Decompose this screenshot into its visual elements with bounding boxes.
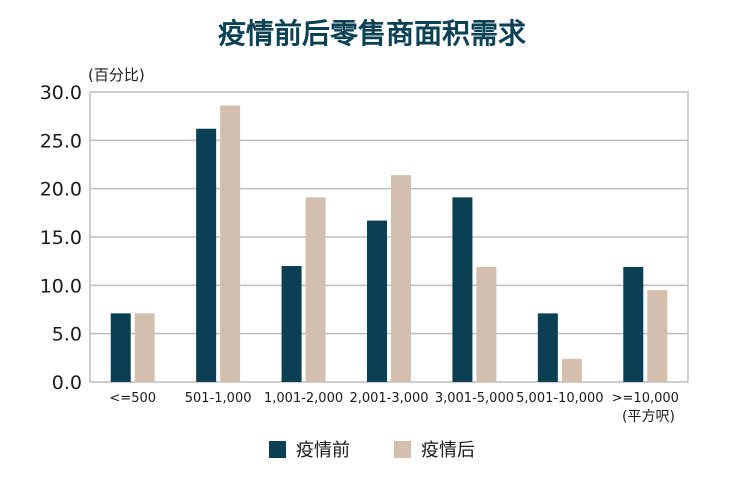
bar-post (391, 175, 411, 382)
legend-swatch-post (394, 440, 411, 458)
x-tick-label: <=500 (109, 391, 156, 406)
y-tick-label: 5.0 (52, 324, 82, 346)
legend-label-post: 疫情后 (421, 440, 475, 461)
y-tick-label: 30.0 (40, 82, 82, 104)
bar-pre (623, 266, 644, 382)
bar-pre (110, 313, 131, 382)
x-tick-label: 501-1,000 (185, 391, 252, 406)
y-tick-label: 15.0 (40, 227, 82, 249)
bar-post (305, 197, 326, 382)
legend: 疫情前 疫情后 (0, 436, 744, 462)
bar-pre (196, 128, 217, 382)
bar-pre (537, 313, 558, 382)
y-tick-label: 10.0 (40, 275, 82, 297)
x-tick-label: >=10,000 (612, 391, 679, 406)
legend-item-pre: 疫情前 (269, 436, 350, 462)
x-tick-label: 3,001-5,000 (435, 391, 514, 406)
y-tick-label: 0.0 (52, 372, 82, 394)
chart-title: 疫情前后零售商面积需求 (217, 17, 526, 50)
bar-pre (367, 220, 387, 382)
bar-post (647, 290, 668, 382)
bar-pre (452, 197, 473, 382)
x-tick-label: 5,001-10,000 (516, 391, 603, 406)
y-tick-label: 25.0 (40, 130, 82, 152)
legend-item-post: 疫情后 (394, 436, 475, 462)
bar-pre (281, 266, 302, 382)
legend-swatch-pre (269, 440, 286, 458)
bar-post (476, 266, 497, 382)
bar-post (561, 358, 582, 382)
x-tick-label: 1,001-2,000 (264, 391, 343, 406)
x-tick-label: 2,001-3,000 (349, 391, 428, 406)
legend-label-pre: 疫情前 (296, 440, 350, 461)
x-axis-unit-label: (平方呎) (622, 409, 675, 425)
y-axis-unit-label: (百分比) (88, 66, 145, 84)
bar-post (220, 105, 241, 383)
bar-post (134, 313, 155, 382)
y-tick-label: 20.0 (40, 179, 82, 201)
